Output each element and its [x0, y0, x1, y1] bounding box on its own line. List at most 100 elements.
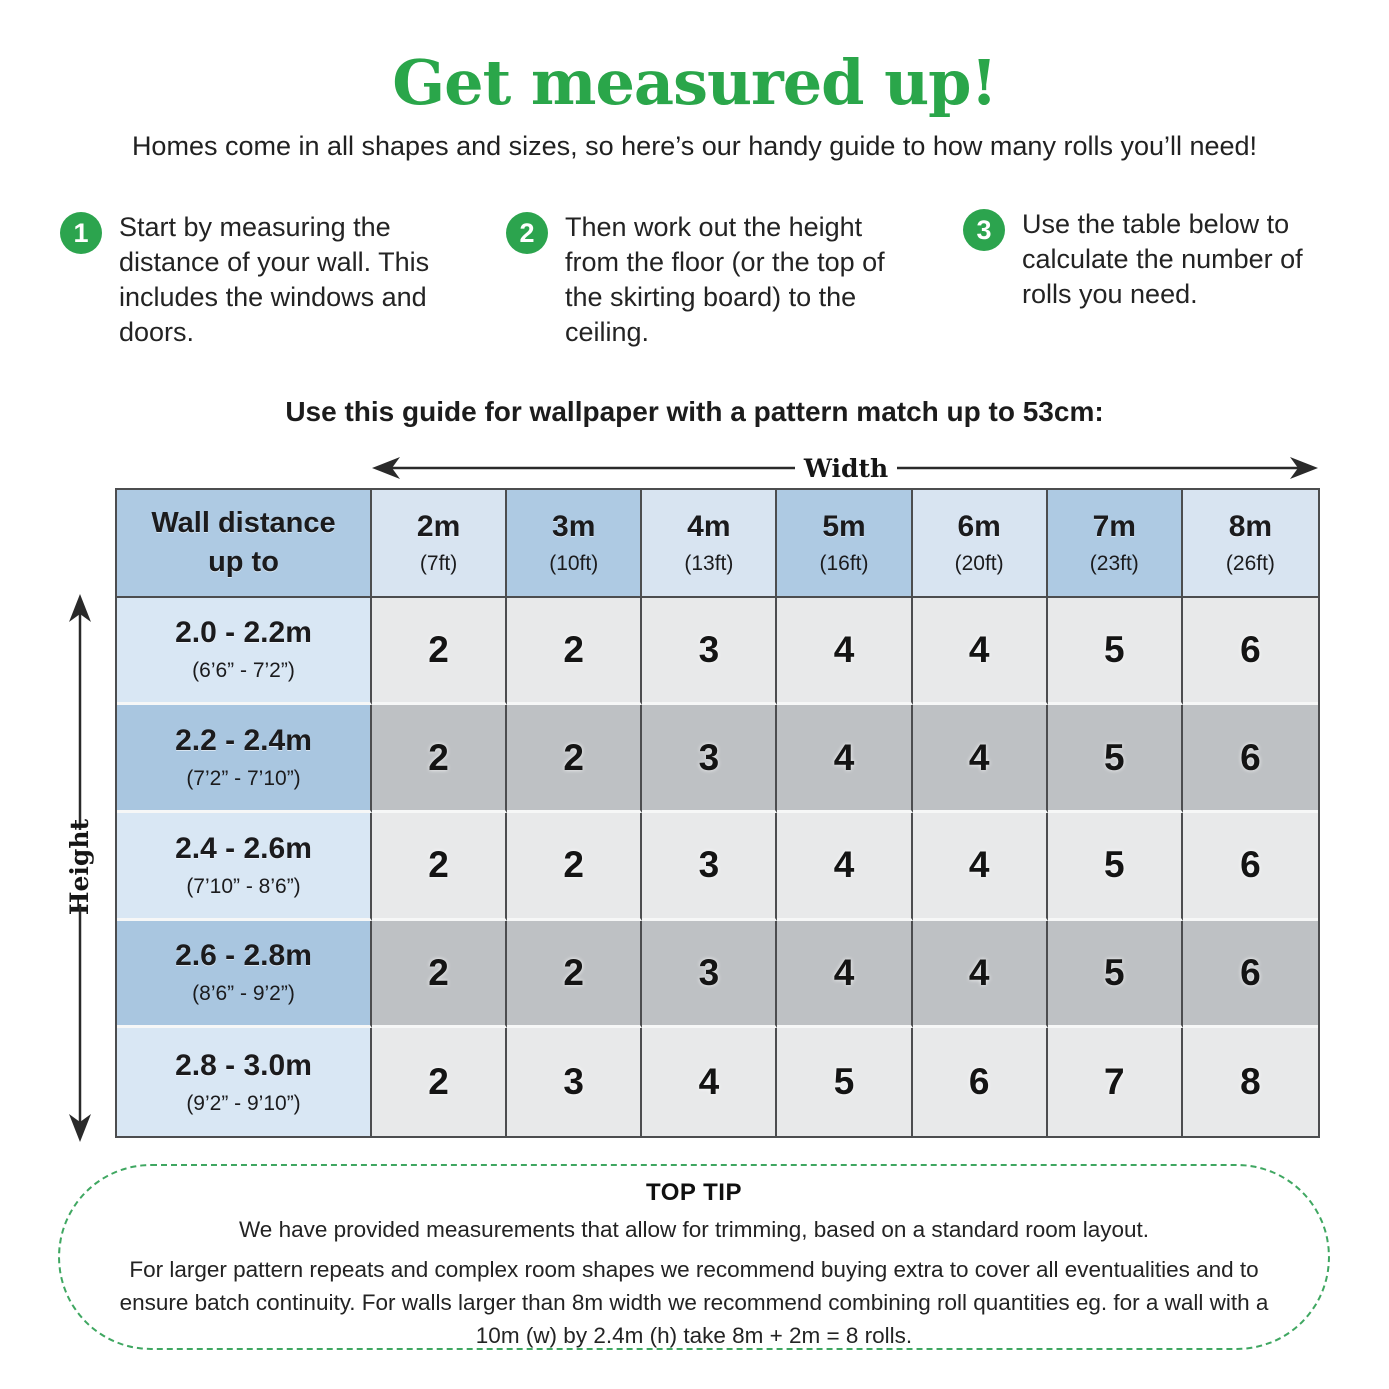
- table-cell: 8: [1182, 1028, 1318, 1136]
- roll-count: 3: [698, 736, 720, 778]
- column-header-sub: (26ft): [1225, 551, 1275, 575]
- table-cell: 2: [507, 705, 643, 813]
- column-header-label: 6m: [957, 509, 1001, 543]
- row-label-2.0-2.2m: 2.0 - 2.2m (6’6” - 7’2”): [117, 597, 372, 706]
- roll-count: 2: [428, 736, 449, 778]
- table-cell: 6: [1182, 812, 1318, 921]
- table-cell: 3: [642, 705, 778, 813]
- step-1: 1 Start by measuring the distance of you…: [60, 210, 438, 350]
- row-label-2.4-2.6m: 2.4 - 2.6m (7’10” - 8’6”): [117, 812, 372, 921]
- table-cell: 2: [372, 1028, 508, 1136]
- roll-count: 2: [563, 951, 584, 993]
- roll-count: 3: [698, 628, 720, 670]
- table-cell: 4: [777, 705, 913, 813]
- roll-count: 5: [1103, 736, 1125, 778]
- roll-count: 6: [1240, 951, 1261, 993]
- table-cell: 2: [372, 705, 508, 813]
- table-cell: 2: [507, 812, 643, 921]
- row-label-sub: (8’6” - 9’2”): [192, 982, 295, 1006]
- roll-count: 4: [968, 736, 990, 778]
- table-cell: 2: [372, 812, 508, 921]
- roll-count: 5: [1103, 951, 1125, 993]
- row-label-sub: (7’10” - 8’6”): [186, 874, 301, 898]
- roll-count: 4: [833, 844, 855, 886]
- roll-count: 6: [1240, 736, 1261, 778]
- row-label-sub: (6’6” - 7’2”): [192, 659, 295, 683]
- step-2-text: Then work out the height from the floor …: [565, 212, 885, 347]
- roll-count: 6: [1240, 628, 1261, 670]
- roll-count: 2: [428, 951, 449, 993]
- table-cell: 4: [642, 1028, 778, 1136]
- table-cell: 4: [912, 705, 1048, 813]
- table-cell: 6: [912, 1028, 1048, 1136]
- height-axis-label: Height: [65, 818, 94, 915]
- roll-count: 4: [833, 628, 855, 670]
- step-3-number-badge: 3: [963, 209, 1005, 251]
- roll-count: 5: [1103, 844, 1125, 886]
- column-header-sub: (7ft): [419, 551, 458, 575]
- roll-count: 2: [563, 628, 584, 670]
- roll-count: 2: [428, 1061, 449, 1103]
- arrow-left-icon: [372, 457, 400, 479]
- roll-count: 3: [698, 844, 720, 886]
- table-cell: 4: [777, 812, 913, 921]
- arrow-up-icon: [69, 594, 91, 622]
- column-header-label: 7m: [1092, 509, 1136, 543]
- roll-count: 2: [428, 844, 449, 886]
- row-label-sub: (7’2” - 7’10”): [186, 767, 301, 791]
- top-tip-line-1: We have provided measurements that allow…: [238, 1217, 1150, 1242]
- column-header-sub: (23ft): [1089, 551, 1139, 575]
- column-header-label: 8m: [1228, 509, 1273, 543]
- table-title: Use this guide for wallpaper with a patt…: [285, 396, 1104, 427]
- top-tip-box: TOP TIP We have provided measurements th…: [58, 1164, 1330, 1350]
- height-axis-arrow: Height: [65, 594, 94, 1142]
- column-header-label: 2m: [416, 509, 461, 543]
- roll-count: 4: [968, 951, 990, 993]
- table-cell: 5: [777, 1028, 913, 1136]
- table-cell: 3: [507, 1028, 643, 1136]
- roll-count: 6: [1240, 844, 1261, 886]
- step-3: 3 Use the table below to calculate the n…: [963, 207, 1323, 312]
- roll-count: 2: [563, 736, 584, 778]
- row-label-main: 2.2 - 2.4m: [175, 724, 312, 758]
- column-header-sub: (16ft): [819, 551, 869, 575]
- table-cell: 3: [642, 812, 778, 921]
- roll-count: 5: [1103, 628, 1125, 670]
- column-header-3m: 3m (10ft): [507, 490, 643, 598]
- roll-count: 4: [698, 1061, 720, 1103]
- column-header-5m: 5m (16ft): [777, 490, 913, 598]
- table-cell: 7: [1047, 1028, 1183, 1136]
- table-cell: 5: [1047, 812, 1183, 921]
- table-cell: 2: [372, 920, 508, 1029]
- row-label-2.6-2.8m: 2.6 - 2.8m (8’6” - 9’2”): [117, 920, 372, 1029]
- page-subtitle: Homes come in all shapes and sizes, so h…: [131, 131, 1258, 161]
- column-header-8m: 8m (26ft): [1182, 490, 1318, 598]
- step-3-text: Use the table below to calculate the num…: [1022, 209, 1303, 309]
- table-cell: 5: [1047, 920, 1183, 1029]
- table-cell: 3: [642, 920, 778, 1029]
- row-label-main: 2.4 - 2.6m: [175, 831, 312, 865]
- column-header-sub: (13ft): [684, 551, 734, 575]
- width-axis-arrow: Width: [372, 454, 1318, 483]
- table-cell: 2: [372, 597, 508, 706]
- width-axis-label: Width: [803, 454, 888, 483]
- arrow-right-icon: [1290, 457, 1318, 479]
- roll-count: 7: [1103, 1061, 1125, 1103]
- column-header-label: 5m: [822, 509, 866, 543]
- column-header-sub: (20ft): [954, 551, 1004, 575]
- table-cell: 4: [777, 920, 913, 1029]
- row-label-sub: (9’2” - 9’10”): [186, 1091, 301, 1115]
- row-label-2.2-2.4m: 2.2 - 2.4m (7’2” - 7’10”): [117, 705, 372, 813]
- roll-count: 4: [833, 736, 855, 778]
- step-1-number-badge: 1: [60, 212, 102, 254]
- page-title: Get measured up!: [392, 46, 998, 119]
- column-header-2m: 2m (7ft): [372, 490, 508, 598]
- corner-header-sub: up to: [208, 545, 279, 578]
- roll-count: 2: [428, 628, 449, 670]
- column-header-4m: 4m (13ft): [642, 490, 778, 598]
- table-cell: 4: [912, 920, 1048, 1029]
- table-cell: 2: [507, 920, 643, 1029]
- table-cell: 5: [1047, 597, 1183, 706]
- column-header-label: 4m: [687, 509, 731, 543]
